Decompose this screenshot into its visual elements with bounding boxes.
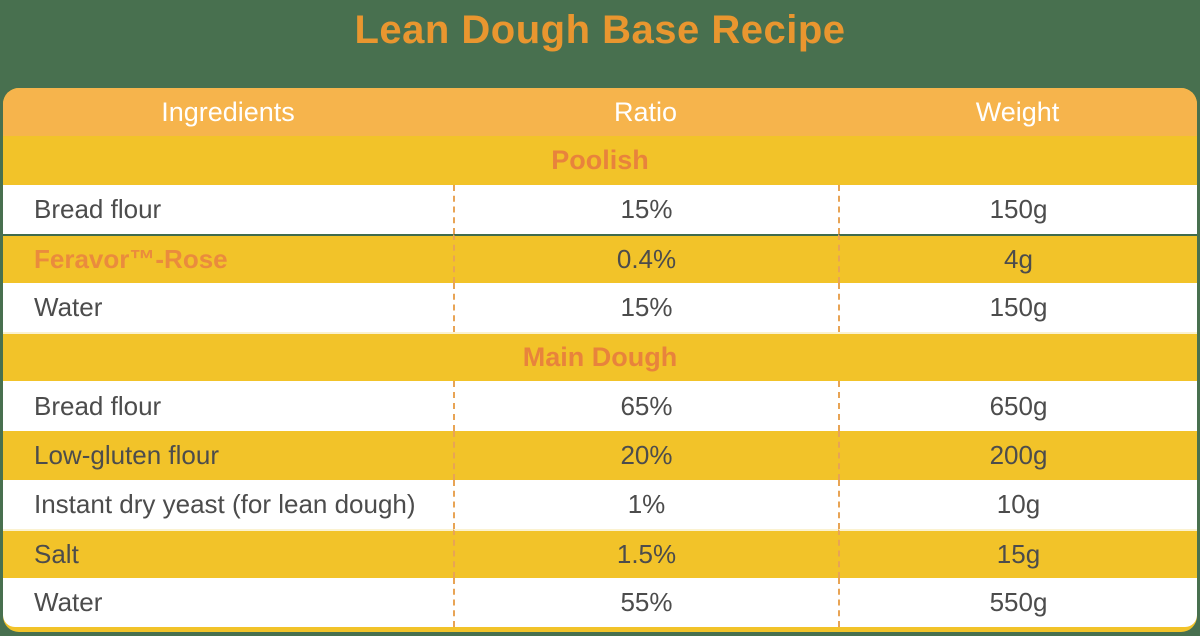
table-row-poolish-feravor-rose: Feravor™-Rose 0.4% 4g: [3, 234, 1197, 284]
section-header-poolish: Poolish: [3, 136, 1197, 186]
table-row-main-water: Water 55% 550g: [3, 577, 1197, 627]
table-row-main-bread-flour: Bread flour 65% 650g: [3, 381, 1197, 431]
ratio-cell: 15%: [453, 283, 838, 333]
ingredient-cell: Water: [3, 283, 453, 333]
table-header-row: Ingredients Ratio Weight: [3, 88, 1197, 136]
ratio-cell: 65%: [453, 381, 838, 431]
section-title: Main Dough: [3, 332, 1197, 382]
ratio-cell: 55%: [453, 577, 838, 627]
section-title: Poolish: [3, 136, 1197, 186]
ingredient-cell: Water: [3, 577, 453, 627]
column-header-weight: Weight: [838, 88, 1197, 136]
column-header-ingredients: Ingredients: [3, 88, 453, 136]
recipe-table-container: Ingredients Ratio Weight Poolish Bread f…: [3, 88, 1197, 632]
weight-cell: 15g: [838, 528, 1197, 578]
weight-cell: 650g: [838, 381, 1197, 431]
section-header-main-dough: Main Dough: [3, 332, 1197, 382]
ratio-cell: 15%: [453, 185, 838, 235]
table-row-main-instant-dry-yeast: Instant dry yeast (for lean dough) 1% 10…: [3, 479, 1197, 529]
weight-cell: 550g: [838, 577, 1197, 627]
column-header-ratio: Ratio: [453, 88, 838, 136]
weight-cell: 10g: [838, 479, 1197, 529]
ingredient-cell-brand: Feravor™-Rose: [3, 234, 453, 284]
ingredient-cell: Bread flour: [3, 185, 453, 235]
ingredient-cell: Salt: [3, 528, 453, 578]
ingredient-cell: Bread flour: [3, 381, 453, 431]
table-row-poolish-water: Water 15% 150g: [3, 283, 1197, 333]
table-row-main-salt: Salt 1.5% 15g: [3, 528, 1197, 578]
table-row-main-low-gluten-flour: Low-gluten flour 20% 200g: [3, 430, 1197, 480]
ingredient-cell: Low-gluten flour: [3, 430, 453, 480]
ingredient-cell: Instant dry yeast (for lean dough): [3, 479, 453, 529]
weight-cell: 200g: [838, 430, 1197, 480]
ratio-cell: 1.5%: [453, 528, 838, 578]
ratio-cell: 0.4%: [453, 234, 838, 284]
ratio-cell: 20%: [453, 430, 838, 480]
weight-cell: 4g: [838, 234, 1197, 284]
ratio-cell: 1%: [453, 479, 838, 529]
recipe-table: Ingredients Ratio Weight Poolish Bread f…: [3, 88, 1197, 627]
weight-cell: 150g: [838, 283, 1197, 333]
table-row-poolish-bread-flour: Bread flour 15% 150g: [3, 185, 1197, 235]
page-title: Lean Dough Base Recipe: [354, 8, 846, 52]
weight-cell: 150g: [838, 185, 1197, 235]
